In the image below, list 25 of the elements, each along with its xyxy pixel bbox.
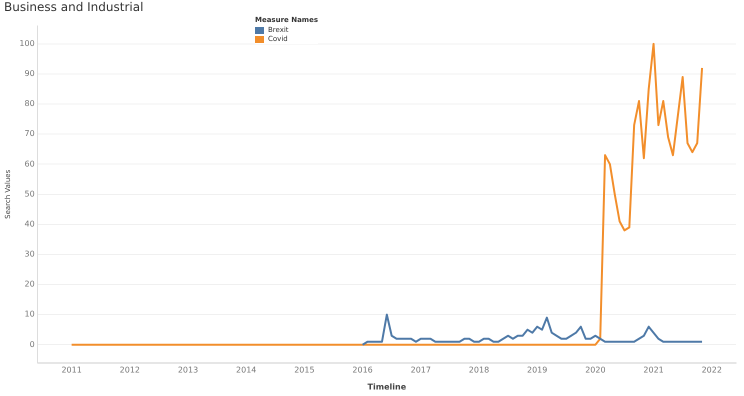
y-tick-label: 60 [24, 159, 35, 168]
x-tick-label: 2019 [526, 366, 548, 375]
x-tick-label: 2015 [294, 366, 315, 375]
y-tick-label: 10 [24, 310, 35, 319]
chart-title: Business and Industrial [4, 0, 144, 14]
x-tick-label: 2014 [236, 366, 256, 375]
x-tick-label: 2013 [178, 366, 198, 375]
x-tick-label: 2018 [468, 366, 490, 375]
x-tick-label: 2021 [643, 366, 664, 375]
x-tick-label: 2012 [120, 366, 140, 375]
x-tick-label: 2020 [585, 366, 606, 375]
y-tick-label: 30 [24, 250, 35, 259]
y-tick-label: 50 [24, 189, 35, 198]
y-tick-label: 90 [24, 69, 35, 78]
y-tick-label: 70 [24, 129, 35, 138]
y-tick-label: 20 [24, 280, 35, 289]
y-tick-label: 80 [24, 99, 35, 108]
x-tick-label: 2016 [352, 366, 373, 375]
y-tick-label: 100 [19, 38, 35, 48]
x-tick-label: 2022 [702, 366, 722, 375]
y-tick-label: 0 [30, 340, 35, 349]
y-tick-label: 40 [24, 219, 35, 228]
x-axis-title: Timeline [368, 382, 407, 392]
x-tick-label: 2011 [61, 366, 82, 375]
x-tick-label: 2017 [410, 366, 431, 375]
